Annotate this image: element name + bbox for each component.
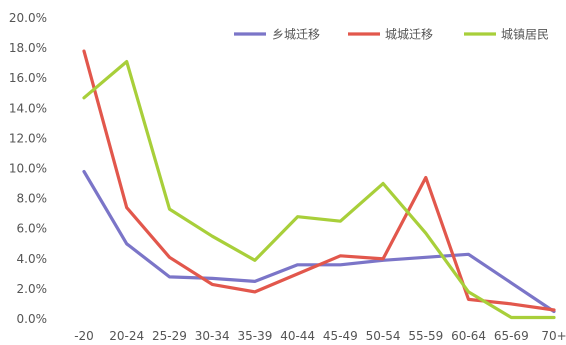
x-tick-label: 40-44 <box>280 329 315 343</box>
legend-label: 乡城迁移 <box>272 28 320 42</box>
legend: 乡城迁移 城城迁移 城镇居民 <box>234 28 549 42</box>
plot-area <box>82 49 556 320</box>
legend-label: 城镇居民 <box>501 28 549 42</box>
y-tick-label: 10.0% <box>9 162 47 176</box>
x-tick-label: 70+ <box>541 329 566 343</box>
x-tick-label: 45-49 <box>323 329 358 343</box>
y-tick-label: 20.0% <box>9 11 47 25</box>
y-axis: 0.0% 2.0% 4.0% 6.0% 8.0% 10.0% 12.0% 14.0% 16.0%… <box>9 11 47 326</box>
x-tick-label: 30-34 <box>195 329 230 343</box>
y-tick-label: 18.0% <box>9 41 47 55</box>
y-tick-label: 14.0% <box>9 101 47 115</box>
y-tick-label: 2.0% <box>17 282 48 296</box>
y-tick-label: 4.0% <box>17 252 48 266</box>
x-tick-label: 60-64 <box>451 329 486 343</box>
x-axis: -20 20-24 25-29 30-34 35-39 40-44 45-49 50-54 55… <box>74 329 566 343</box>
y-tick-label: 8.0% <box>17 192 48 206</box>
x-tick-label: 55-59 <box>408 329 443 343</box>
legend-label: 城城迁移 <box>385 28 433 42</box>
x-tick-label: 35-39 <box>237 329 272 343</box>
x-tick-label: 25-29 <box>152 329 187 343</box>
x-tick-label: 65-69 <box>494 329 529 343</box>
y-tick-label: 6.0% <box>17 222 48 236</box>
series-line <box>82 49 556 312</box>
x-tick-label: -20 <box>74 329 94 343</box>
x-tick-label: 20-24 <box>109 329 144 343</box>
x-tick-label: 50-54 <box>366 329 401 343</box>
y-tick-label: 16.0% <box>9 71 47 85</box>
y-tick-label: 12.0% <box>9 131 47 145</box>
series-line <box>82 59 556 320</box>
y-tick-label: 0.0% <box>17 312 48 326</box>
